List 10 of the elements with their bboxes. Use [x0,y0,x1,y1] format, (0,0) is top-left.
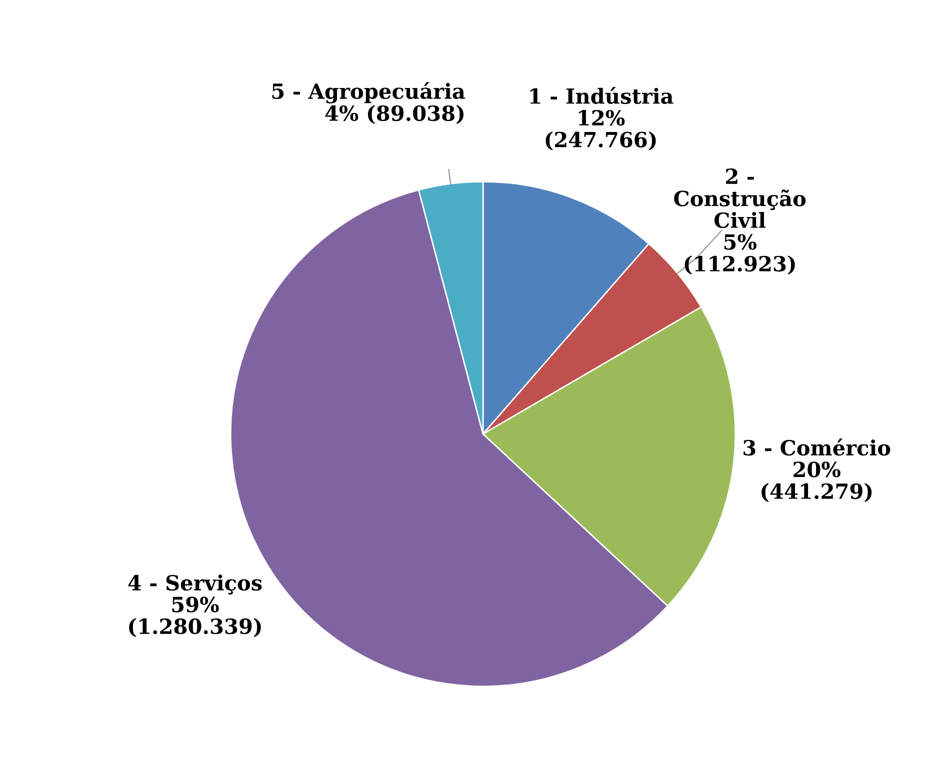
data-label: 20% (441.279) [762,462,872,502]
slice-label: 4 - Serviços [128,574,262,594]
slice-label: 5 - Agropecuária [272,82,465,104]
data-label: 59% (1.280.339) [129,596,261,638]
data-label: 12% (247.766) [546,110,656,150]
slice-label: 2 - Construção Civil [674,168,806,228]
data-label: 5% (112.923) [684,234,795,275]
slice-label: 1 - Indústria [530,87,674,104]
slice-label: 3 - Comércio [744,438,890,456]
data-label: 4% (89.038) [325,104,464,124]
